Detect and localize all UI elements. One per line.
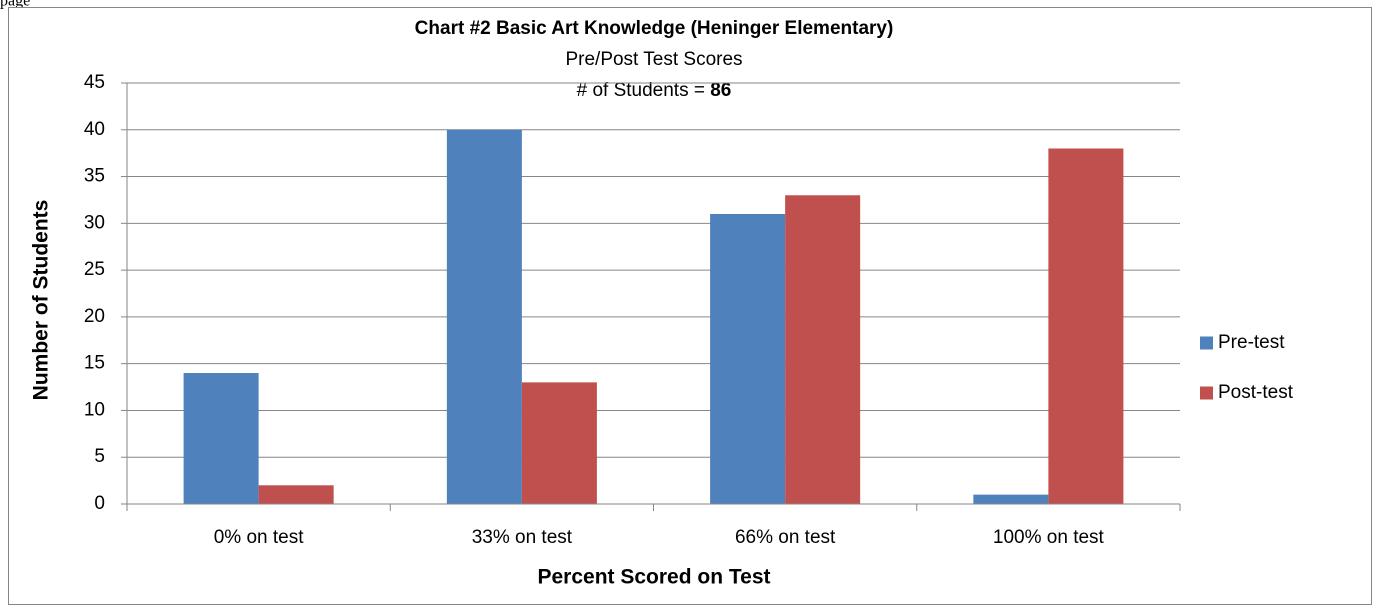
x-tick-label: 100% on test bbox=[993, 527, 1105, 548]
y-tick-label: 45 bbox=[84, 72, 105, 93]
x-tick-label: 0% on test bbox=[214, 527, 304, 548]
bar bbox=[258, 485, 334, 504]
legend-label: Pre-test bbox=[1218, 332, 1285, 353]
y-tick-label: 25 bbox=[84, 259, 105, 280]
chart-title: Chart #2 Basic Art Knowledge (Heninger E… bbox=[415, 18, 894, 39]
chart-subtitle: Pre/Post Test Scores bbox=[565, 49, 742, 70]
y-tick-label: 0 bbox=[94, 493, 105, 514]
legend-label: Post-test bbox=[1218, 382, 1294, 403]
x-axis-label: Percent Scored on Test bbox=[537, 566, 770, 589]
bar bbox=[183, 373, 259, 504]
x-tick-label: 66% on test bbox=[735, 527, 836, 548]
y-tick-label: 10 bbox=[84, 399, 105, 420]
y-tick-label: 35 bbox=[84, 166, 105, 187]
students-label: # of Students = bbox=[577, 80, 705, 101]
bar bbox=[521, 382, 597, 504]
chart-border bbox=[8, 7, 1372, 605]
y-axis-label: Number of Students bbox=[30, 200, 53, 401]
students-value: 86 bbox=[710, 80, 731, 101]
bar bbox=[1048, 148, 1124, 504]
page-fragment: page bbox=[0, 0, 30, 10]
y-tick-label: 15 bbox=[84, 353, 105, 374]
y-tick-label: 20 bbox=[84, 306, 105, 327]
bar bbox=[710, 213, 786, 504]
bar bbox=[446, 129, 522, 504]
y-tick-label: 40 bbox=[84, 119, 105, 140]
y-tick-label: 5 bbox=[94, 446, 105, 467]
legend-swatch bbox=[1200, 386, 1213, 400]
bar bbox=[785, 195, 861, 504]
bar bbox=[973, 494, 1049, 504]
students-note: # of Students = 86 bbox=[577, 80, 732, 101]
x-tick-label: 33% on test bbox=[472, 527, 573, 548]
y-tick-label: 30 bbox=[84, 212, 105, 233]
legend-swatch bbox=[1200, 336, 1213, 350]
